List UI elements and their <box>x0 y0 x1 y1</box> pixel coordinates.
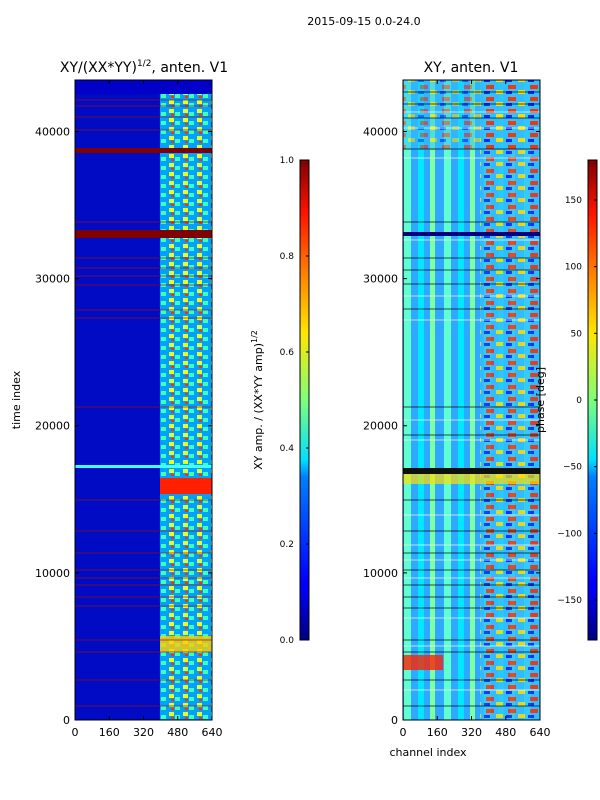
y-tick-label: 30000 <box>35 273 70 286</box>
phase-colorbar-label: phase [deg] <box>534 367 547 433</box>
y-tick-label: 40000 <box>35 125 70 138</box>
colorbar-tick-label: 150 <box>565 196 582 206</box>
colorbar-tick-label: −50 <box>563 463 582 473</box>
x-tick-label: 320 <box>461 726 482 739</box>
amplitude-panel: XY/(XX*YY)1/2, anten. V1 <box>10 59 310 739</box>
y-tick-label: 30000 <box>363 273 398 286</box>
colorbar-tick-label: 0.6 <box>280 348 295 358</box>
y-tick-label: 10000 <box>35 567 70 580</box>
y-tick-label: 10000 <box>363 567 398 580</box>
x-tick-label: 480 <box>495 726 516 739</box>
amplitude-panel-title: XY/(XX*YY)1/2, anten. V1 <box>60 59 228 76</box>
phase-axes: 0 160 320 480 640 0 10000 20000 30000 40000 <box>363 80 551 739</box>
colorbar-tick-label: −150 <box>557 596 582 606</box>
x-tick-label: 0 <box>400 726 407 739</box>
phase-heatmap <box>403 80 540 720</box>
x-tick-label: 160 <box>99 726 120 739</box>
figure-suptitle: 2015-09-15 0.0-24.0 <box>307 15 420 28</box>
colorbar-tick-label: −100 <box>557 529 582 539</box>
y-tick-label: 20000 <box>35 420 70 433</box>
colorbar-tick-label: 0.2 <box>280 540 294 550</box>
y-tick-label: 0 <box>391 714 398 727</box>
phase-colorbar-ticks: 150 100 50 0 −50 −100 −150 <box>557 196 597 606</box>
x-tick-label: 640 <box>202 726 223 739</box>
y-tick-label: 40000 <box>363 125 398 138</box>
colorbar-tick-label: 1.0 <box>280 156 295 166</box>
amplitude-heatmap <box>75 80 212 720</box>
x-tick-label: 640 <box>530 726 551 739</box>
phase-panel: XY, anten. V1 <box>363 60 598 759</box>
phase-xlabel: channel index <box>389 746 467 759</box>
amplitude-colorbar-ticks: 0.0 0.2 0.4 0.6 0.8 1.0 <box>280 156 309 646</box>
x-tick-label: 320 <box>133 726 154 739</box>
colorbar-tick-label: 0.0 <box>280 636 295 646</box>
amplitude-colorbar <box>299 159 310 641</box>
colorbar-tick-label: 0.8 <box>280 252 295 262</box>
colorbar-tick-label: 0.4 <box>280 444 295 454</box>
y-tick-label: 0 <box>63 714 70 727</box>
x-tick-label: 0 <box>72 726 79 739</box>
phase-panel-title: XY, anten. V1 <box>424 60 519 76</box>
colorbar-tick-label: 50 <box>571 329 583 339</box>
colorbar-tick-label: 100 <box>565 263 582 273</box>
x-tick-label: 160 <box>427 726 448 739</box>
y-tick-label: 20000 <box>363 420 398 433</box>
amplitude-ylabel: time index <box>10 370 23 429</box>
amplitude-colorbar-label: XY amp. / (XX*YY amp)1/2 <box>250 330 265 470</box>
colorbar-tick-label: 0 <box>576 396 582 406</box>
amplitude-axes: 0 160 320 480 640 0 10000 20000 30000 40000 <box>35 80 223 739</box>
x-tick-label: 480 <box>167 726 188 739</box>
